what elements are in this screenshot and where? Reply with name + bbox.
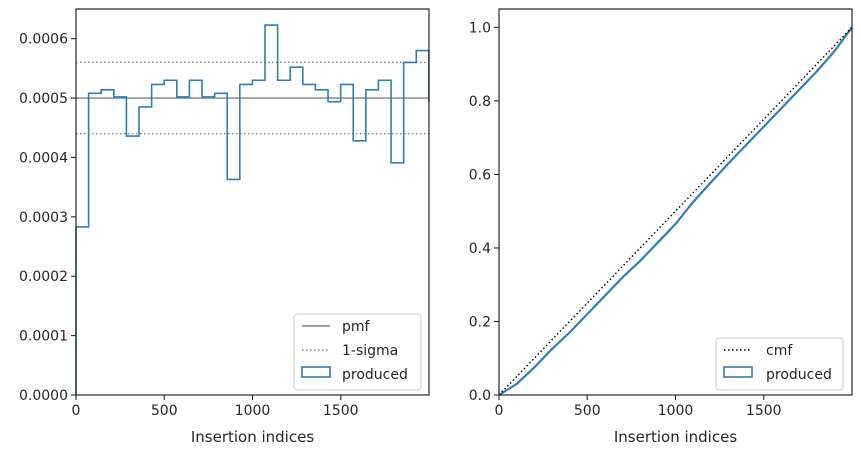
left-y-tick-label: 0.0002 bbox=[19, 269, 68, 285]
right-legend: cmf produced bbox=[715, 337, 844, 391]
left-legend-box bbox=[293, 313, 422, 391]
legend-produced-label: produced bbox=[766, 367, 832, 383]
right-x-tick-label: 1500 bbox=[746, 403, 782, 419]
legend-produced-swatch bbox=[723, 366, 753, 378]
right-y-tick-label: 0.8 bbox=[469, 94, 491, 110]
right-y-ticks: 0.0 0.2 0.4 0.6 0.8 1.0 bbox=[469, 20, 499, 404]
right-y-tick-label: 0.0 bbox=[469, 388, 491, 404]
left-y-tick-label: 0.0006 bbox=[19, 32, 68, 48]
right-y-tick-label: 1.0 bbox=[469, 20, 491, 36]
cmf-line bbox=[498, 26, 853, 396]
right-y-tick-label: 0.6 bbox=[469, 167, 491, 183]
legend-produced-swatch bbox=[301, 366, 331, 378]
left-x-tick-label: 500 bbox=[151, 403, 178, 419]
left-y-tick-label: 0.0004 bbox=[19, 150, 68, 166]
right-x-ticks: 0 500 1000 1500 bbox=[495, 395, 782, 419]
left-y-tick-label: 0.0003 bbox=[19, 210, 68, 226]
left-chart: 0 500 1000 1500 0.00000.00010.00020.00030.0… bbox=[19, 8, 430, 446]
left-y-tick-label: 0.0000 bbox=[19, 388, 68, 404]
left-x-tick-label: 1500 bbox=[323, 403, 359, 419]
left-y-tick-label: 0.0005 bbox=[19, 91, 68, 107]
left-y-ticks: 0.0000 0.0001 0.0002 0.0003 0.0004 0.0005 0.00… bbox=[19, 32, 76, 404]
left-x-tick-label: 0 bbox=[72, 403, 81, 419]
right-x-tick-label: 0 bbox=[495, 403, 504, 419]
produced-histogram bbox=[75, 24, 430, 395]
left-y-tick-label: 0.0001 bbox=[19, 329, 68, 345]
legend-cmf-label: cmf bbox=[766, 343, 793, 359]
left-x-axis-label: Insertion indices bbox=[191, 428, 314, 446]
legend-pmf-label: pmf bbox=[342, 319, 371, 335]
left-legend: pmf 1-sigma produced bbox=[293, 313, 422, 391]
legend-1-sigma-label: 1-sigma bbox=[342, 343, 398, 359]
right-y-tick-label: 0.2 bbox=[469, 314, 491, 330]
right-x-tick-label: 500 bbox=[574, 403, 601, 419]
left-x-ticks: 0 500 1000 1500 bbox=[72, 395, 359, 419]
right-y-tick-label: 0.4 bbox=[469, 241, 491, 257]
right-axes-frame bbox=[498, 8, 853, 396]
legend-produced-label: produced bbox=[342, 367, 408, 383]
right-chart: 0 500 1000 1500 0.0 0.2 0.4 0.6 0.8 1.0 Insertio… bbox=[469, 8, 853, 446]
left-x-tick-label: 1000 bbox=[235, 403, 271, 419]
produced-cdf-line bbox=[498, 26, 853, 396]
right-x-axis-label: Insertion indices bbox=[614, 428, 737, 446]
reference-lines bbox=[76, 61, 429, 135]
right-x-tick-label: 1000 bbox=[658, 403, 694, 419]
